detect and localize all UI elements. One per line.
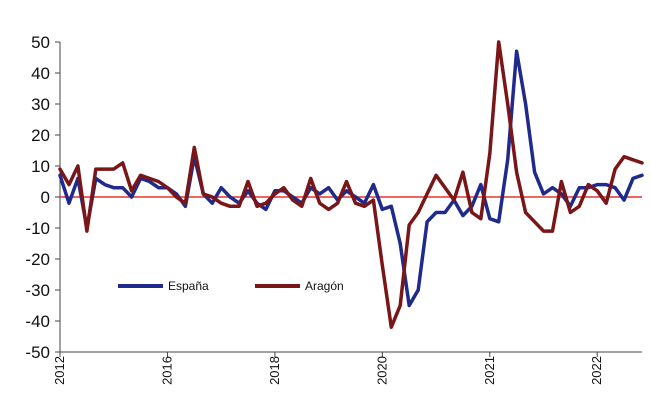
y-tick-label: 0: [41, 188, 50, 207]
series-layer: [58, 40, 644, 329]
y-tick-label: 10: [31, 157, 50, 176]
y-tick-label: 40: [31, 64, 50, 83]
y-tick-label: 30: [31, 95, 50, 114]
y-tick-label: -40: [25, 312, 50, 331]
x-tick-label: 2021: [482, 356, 497, 385]
series-line-aragon: [58, 40, 644, 329]
x-tick-label: 2016: [159, 356, 174, 385]
y-tick-label: -10: [25, 219, 50, 238]
legend-label-espana: España: [168, 279, 209, 293]
legend-label-aragon: Aragón: [305, 279, 344, 293]
x-tick-label: 2012: [52, 356, 67, 385]
y-tick-label: 20: [31, 126, 50, 145]
x-tick-label: 2022: [589, 356, 604, 385]
x-axis: 2012 2016 2018 2020 2021 2022: [52, 351, 642, 385]
y-tick-label: -50: [25, 343, 50, 362]
x-tick-label: 2018: [267, 356, 282, 385]
y-axis: 50 40 30 20 10 0 -10 -20 -30 -40 -50: [25, 33, 61, 362]
y-tick-label: -20: [25, 250, 50, 269]
y-tick-label: 50: [31, 33, 50, 52]
legend: España Aragón: [118, 279, 344, 293]
x-tick-label: 2020: [374, 356, 389, 385]
y-tick-label: -30: [25, 281, 50, 300]
